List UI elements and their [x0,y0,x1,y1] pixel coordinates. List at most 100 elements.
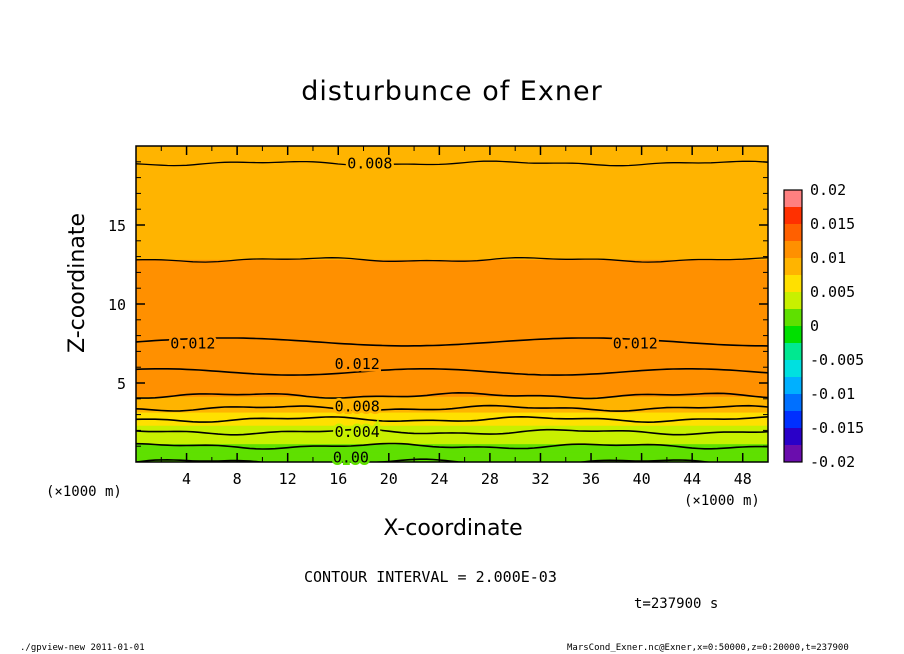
field-band [136,354,768,358]
field-band [136,375,768,379]
field-band [136,196,768,200]
contour-line-0.012-top [136,337,768,347]
field-band [136,146,768,150]
field-band [136,340,768,345]
field-band [136,264,768,268]
x-tick-label: 8 [233,470,242,488]
field-band [136,404,768,408]
colorbar-tick-label: -0.015 [810,419,864,437]
field-band [136,411,768,416]
y-tick-label: 15 [108,217,126,235]
field-band [136,164,768,168]
field-band [136,290,768,295]
field-band [136,193,768,197]
field-band [136,296,768,300]
field-band [136,330,768,334]
chart-title: disturbunce of Exner [301,76,603,107]
field-band [136,346,768,350]
colorbar-bin [784,428,802,445]
x-tick-label: 20 [380,470,398,488]
field-band [136,214,768,218]
field-band [136,309,768,313]
colorbar-bin [784,190,802,207]
field-band [136,327,768,331]
colorbar-bin [784,224,802,241]
contour-line [136,160,768,167]
field-band [136,206,768,210]
x-tick-label: 40 [633,470,651,488]
field-band [136,182,768,187]
field-band [136,417,768,421]
field-band [136,348,768,352]
colorbar-bin [784,207,802,224]
contour-line [136,391,768,400]
x-tick-label: 12 [279,470,297,488]
field-band [136,393,768,397]
field-band [136,190,768,194]
field-band [136,301,768,305]
field-band [136,361,768,366]
field-band [136,282,768,287]
field-band [136,153,768,158]
field-band [136,435,768,439]
field-band [136,172,768,176]
field-band [136,159,768,163]
contour-label: 0.012 [335,355,380,373]
field-band [136,425,768,429]
colorbar-bin [784,292,802,309]
field-band [136,293,768,297]
field-band [136,456,768,460]
field-band [136,356,768,360]
field-band [136,174,768,179]
field-band [136,304,768,308]
field-band [136,322,768,326]
field-band [136,219,768,223]
field-band [136,169,768,173]
field-band [136,235,768,239]
field-band [136,422,768,426]
field-band [136,248,768,252]
field-band [136,448,768,453]
field-band [136,369,768,374]
field-band [136,319,768,324]
contour-line [136,404,768,412]
field-band [136,227,768,231]
field-band [136,385,768,389]
x-unit-right: (×1000 m) [684,493,760,509]
colorbar-tick-label: -0.02 [810,453,855,471]
x-unit-left: (×1000 m) [46,484,122,500]
field-band [136,167,768,171]
x-tick-label: 16 [329,470,347,488]
field-band [136,148,768,152]
field-band [136,454,768,458]
footer-right: MarsCond_Exner.nc@Exner,x=0:50000,z=0:20… [567,643,849,653]
y-tick-label: 10 [108,296,126,314]
colorbar-tick-label: 0.005 [810,283,855,301]
field-band [136,351,768,355]
field-band [136,430,768,434]
field-band [136,180,768,184]
field-band [136,209,768,213]
field-band [136,211,768,216]
contour-line-0.012-bottom [136,368,768,376]
field-band [136,335,768,339]
x-axis-label: X-coordinate [383,516,523,541]
field-band [136,451,768,455]
field-band [136,364,768,368]
field-band [136,288,768,292]
field-band [136,388,768,392]
field-band [136,277,768,281]
colorbar-tick-label: 0 [810,317,819,335]
contour-label: 0.012 [170,335,215,353]
field-band [136,380,768,384]
colorbar-bin [784,241,802,258]
field-band [136,317,768,321]
field-band [136,372,768,376]
field-band [136,225,768,229]
contour-label: 0.00 [333,448,369,466]
colorbar-tick-label: -0.005 [810,351,864,369]
x-tick-label: 4 [182,470,191,488]
field-band [136,398,768,403]
field-band [136,156,768,160]
field-band [136,401,768,405]
